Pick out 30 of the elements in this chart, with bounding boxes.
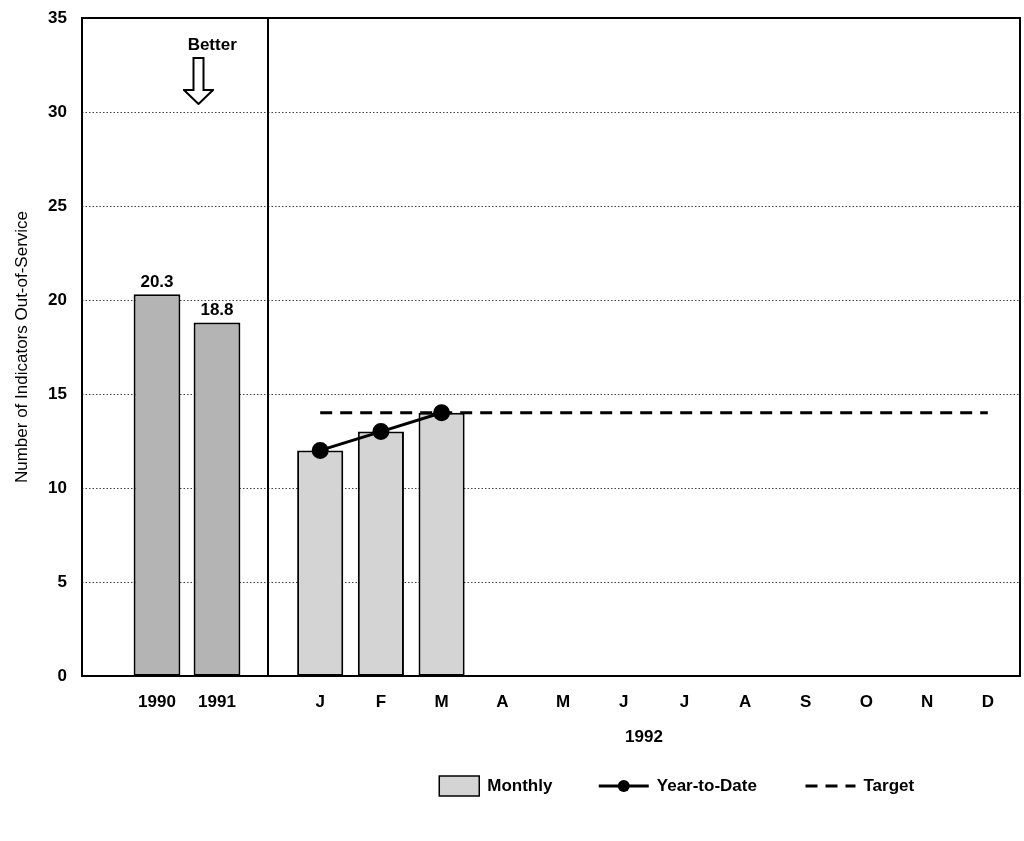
legend-label: Monthly [487, 775, 553, 795]
x-tick-label: A [738, 691, 752, 711]
x-tick-label: 1991 [198, 691, 236, 711]
y-tick-label: 0 [57, 665, 67, 685]
x-tick-label: 1990 [138, 691, 176, 711]
x-tick-label: N [921, 691, 934, 711]
annotation: Better [187, 34, 238, 54]
y-tick-label: 5 [57, 571, 67, 591]
y-tick-label: 30 [48, 101, 67, 121]
x-axis-title: 1992 [625, 727, 663, 747]
y-tick-label: 20 [48, 289, 67, 309]
x-tick-label: D [981, 691, 994, 711]
y-tick-label: 25 [48, 195, 67, 215]
x-tick-label: M [434, 691, 449, 711]
x-tick-label: A [496, 691, 509, 711]
y-tick-label: 35 [48, 7, 67, 27]
x-tick-label: J [679, 691, 690, 711]
data-label: 20.3 [140, 271, 174, 291]
y-tick-label: 15 [48, 383, 67, 403]
x-tick-label: J [315, 691, 325, 711]
y-tick-label: 10 [48, 477, 67, 497]
y-axis-title: Number of Indicators Out-of-Service [11, 210, 31, 484]
x-tick-label: O [859, 691, 874, 711]
x-tick-label: F [375, 691, 387, 711]
x-tick-label: J [618, 691, 629, 711]
x-tick-label: M [555, 691, 571, 711]
legend-label: Year-to-Date [656, 775, 757, 795]
data-label: 18.8 [200, 299, 234, 319]
legend-label: Target [863, 775, 915, 795]
x-tick-label: S [800, 691, 812, 711]
